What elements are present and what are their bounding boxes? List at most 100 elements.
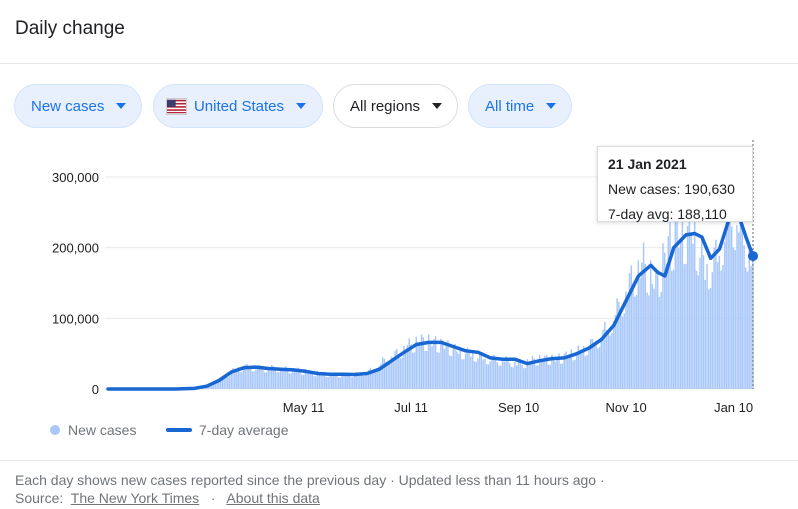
new-cases-bar xyxy=(665,263,668,389)
new-cases-bar xyxy=(540,359,543,389)
new-cases-bar xyxy=(688,208,691,389)
new-cases-bar xyxy=(635,294,638,389)
new-cases-bar xyxy=(547,364,550,389)
new-cases-bar xyxy=(632,283,634,389)
y-tick-label: 100,000 xyxy=(52,311,99,326)
new-cases-bar xyxy=(681,211,684,389)
new-cases-bar xyxy=(664,252,666,389)
new-cases-bar xyxy=(267,369,269,389)
new-cases-bar xyxy=(244,364,247,389)
new-cases-bar xyxy=(589,339,592,389)
new-cases-bar xyxy=(470,356,472,389)
new-cases-bar xyxy=(279,368,282,389)
new-cases-bar xyxy=(480,352,483,389)
new-cases-bar xyxy=(450,356,453,389)
about-data-link[interactable]: About this data xyxy=(226,490,320,506)
seven-day-average-line xyxy=(106,209,755,391)
new-cases-bar xyxy=(672,269,675,389)
new-cases-bar xyxy=(339,377,342,389)
region-dropdown[interactable]: All regions xyxy=(333,84,458,128)
new-cases-bar xyxy=(745,267,747,389)
new-cases-bar xyxy=(251,371,254,389)
new-cases-bar xyxy=(706,264,708,389)
legend-label: New cases xyxy=(68,422,137,438)
new-cases-bar xyxy=(293,371,296,389)
new-cases-bar xyxy=(473,361,476,389)
period-dropdown-label: All time xyxy=(485,97,535,115)
new-cases-bar xyxy=(226,377,229,389)
new-cases-bar xyxy=(434,336,437,389)
chevron-down-icon xyxy=(296,103,306,109)
new-cases-bar xyxy=(658,296,661,389)
new-cases-bar xyxy=(255,369,257,389)
new-cases-bar xyxy=(456,351,458,389)
new-cases-bar xyxy=(242,368,245,389)
new-cases-bar xyxy=(530,361,532,389)
new-cases-bar xyxy=(598,346,601,389)
new-cases-bar xyxy=(491,358,493,389)
period-dropdown[interactable]: All time xyxy=(468,84,572,128)
new-cases-bar xyxy=(385,361,388,389)
new-cases-bar xyxy=(697,275,699,389)
new-cases-bar xyxy=(355,372,358,389)
new-cases-bar xyxy=(641,262,643,389)
header-divider xyxy=(0,63,798,64)
source-link[interactable]: The New York Times xyxy=(70,490,200,506)
page-title: Daily change xyxy=(15,18,125,39)
new-cases-bar xyxy=(397,354,400,389)
new-cases-bar xyxy=(422,337,425,389)
new-cases-bar xyxy=(223,377,225,389)
new-cases-bar xyxy=(519,360,521,389)
new-cases-bar xyxy=(734,250,736,389)
new-cases-bar xyxy=(272,366,275,389)
new-cases-bar xyxy=(419,343,421,389)
new-cases-bar xyxy=(542,361,544,389)
new-cases-bar xyxy=(431,346,433,389)
new-cases-bar xyxy=(651,284,654,389)
new-cases-bar xyxy=(235,370,238,389)
new-cases-bar xyxy=(309,370,312,389)
new-cases-bar xyxy=(584,355,587,389)
new-cases-bar xyxy=(313,376,315,389)
x-tick-label: Jul 11 xyxy=(394,400,428,415)
new-cases-bar xyxy=(715,239,717,389)
new-cases-bar xyxy=(350,377,352,389)
new-cases-bar xyxy=(447,340,449,389)
new-cases-bar xyxy=(720,270,722,389)
new-cases-bar xyxy=(730,226,733,389)
new-cases-bar xyxy=(322,373,324,389)
new-cases-bar xyxy=(561,363,564,389)
new-cases-bar xyxy=(304,369,306,389)
new-cases-bar xyxy=(362,375,365,389)
new-cases-bar xyxy=(523,368,525,389)
new-cases-bar xyxy=(212,383,215,389)
new-cases-bar xyxy=(591,338,594,389)
new-cases-bar xyxy=(482,359,484,389)
new-cases-bar xyxy=(505,356,507,389)
new-cases-bar xyxy=(739,204,742,389)
new-cases-bar xyxy=(320,375,322,389)
daily-change-chart[interactable]: 0 100,000 200,000 300,000 May 11 Jul 11 Sep 1… xyxy=(0,140,798,420)
new-cases-bar xyxy=(457,354,460,389)
new-cases-bar xyxy=(232,368,234,389)
metric-dropdown-label: New cases xyxy=(31,97,105,115)
new-cases-bar xyxy=(614,315,617,389)
new-cases-bar xyxy=(311,370,314,389)
new-cases-bar xyxy=(628,273,631,389)
region-dropdown-label: All regions xyxy=(350,97,421,115)
new-cases-bar xyxy=(552,356,555,389)
new-cases-bar xyxy=(503,361,506,389)
metric-dropdown[interactable]: New cases xyxy=(14,84,142,128)
footer-source: Source: The New York Times · About this … xyxy=(15,490,320,506)
new-cases-bar xyxy=(600,339,603,389)
new-cases-bar xyxy=(318,372,321,389)
new-cases-bar xyxy=(271,364,273,389)
new-cases-bar xyxy=(528,363,530,389)
new-cases-bar xyxy=(507,357,509,389)
new-cases-bar xyxy=(262,370,264,389)
new-cases-bar xyxy=(477,358,479,389)
new-cases-bar xyxy=(371,370,373,389)
new-cases-bar xyxy=(693,221,696,389)
new-cases-bar xyxy=(357,372,359,389)
country-dropdown[interactable]: United States xyxy=(153,84,323,128)
